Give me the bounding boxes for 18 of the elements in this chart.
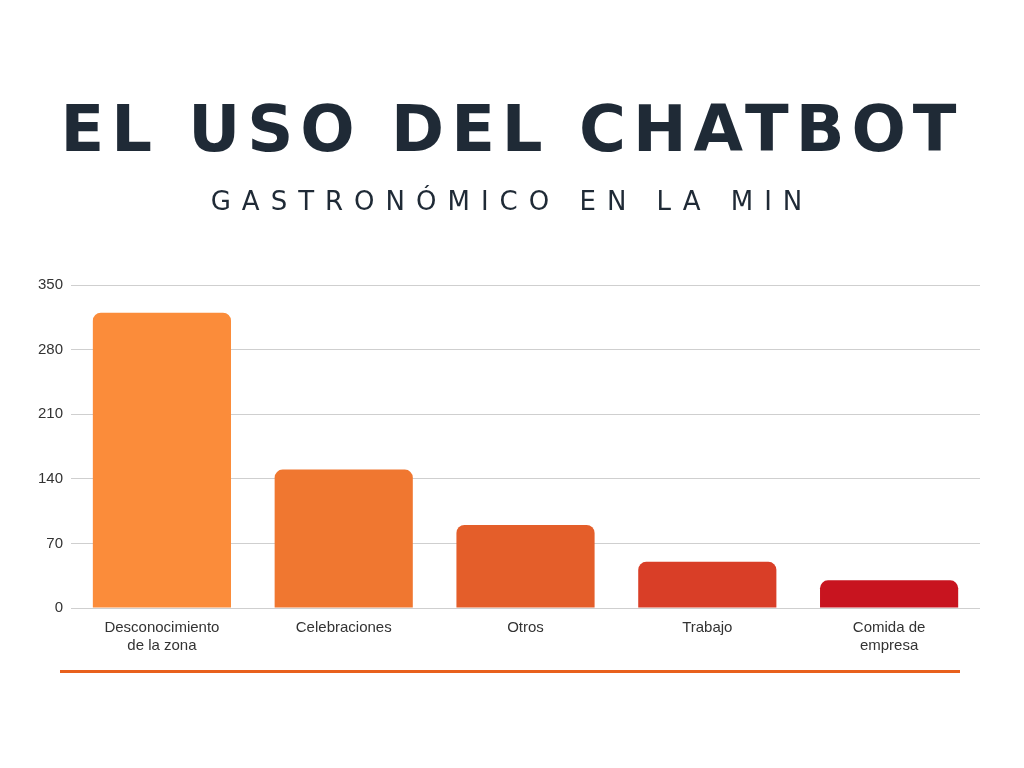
x-tick-label: Comida de empresa [852,618,926,654]
chart-title: EL USO DEL CHATBOT [59,92,965,166]
x-tick-label: Otros [507,618,544,636]
x-tick-label: Trabajo [682,618,733,636]
bar [456,524,595,608]
y-tick-label: 280 [38,339,64,357]
y-tick-label: 210 [38,404,64,422]
x-tick-label: Celebraciones [295,618,392,636]
y-tick-label: 350 [38,275,64,293]
y-tick-label: 0 [54,598,64,616]
chart-subtitle: GASTRONÓMICO EN LA MIN [209,186,815,216]
bar [274,469,413,608]
y-tick-label: 140 [38,468,64,486]
bar [92,312,232,608]
x-tick-label: Desconocimiento de la zona [104,618,220,654]
y-tick-label: 70 [46,533,64,551]
bar [638,561,777,608]
bar [820,580,959,608]
